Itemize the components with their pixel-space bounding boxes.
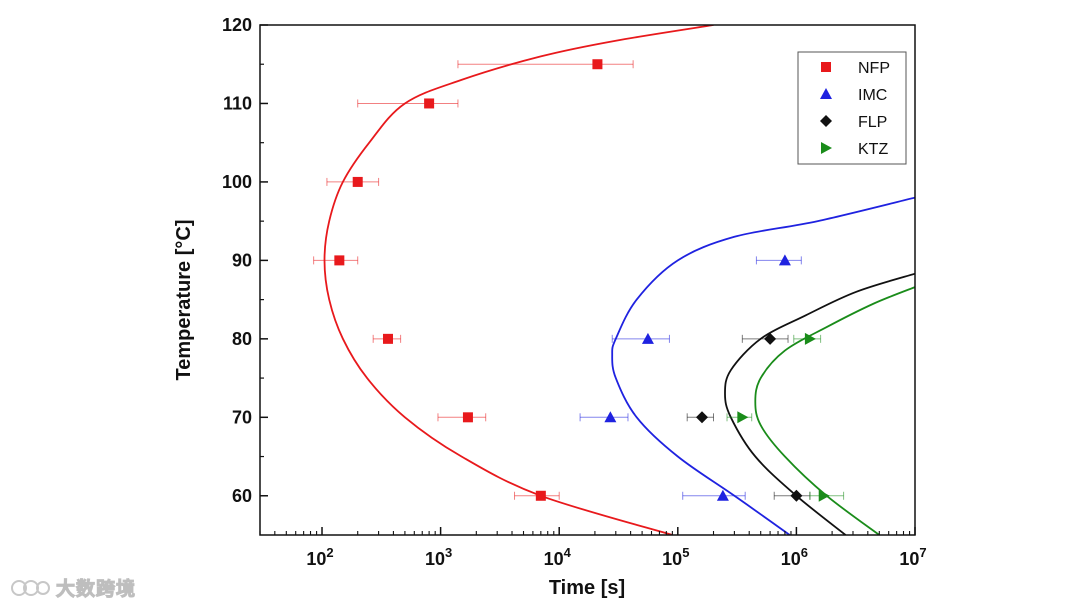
x-tick-label: 102 [306, 545, 333, 569]
data-point-imc [716, 489, 729, 501]
x-tick-label: 103 [425, 545, 452, 569]
data-point-nfp [424, 98, 435, 109]
data-point-nfp [535, 490, 546, 501]
fit-curves [323, 25, 915, 535]
y-tick-label: 110 [223, 93, 252, 113]
data-point-imc [604, 411, 617, 423]
data-point-flp [696, 411, 709, 424]
data-point-imc [778, 254, 791, 266]
plot-frame [259, 24, 916, 536]
error-bars [313, 60, 845, 500]
data-markers [334, 59, 830, 502]
y-tick-label: 80 [232, 329, 252, 349]
y-tick-label: 60 [232, 486, 252, 506]
data-point-flp [790, 489, 803, 502]
data-point-ktz [818, 489, 830, 502]
y-tick-label: 120 [222, 15, 252, 35]
legend-marker-flp [820, 115, 832, 127]
data-point-nfp [352, 176, 363, 187]
fit-curve-flp [724, 272, 915, 535]
x-axis: 102 103 104 105 106 107 [259, 527, 927, 569]
x-tick-label: 105 [662, 545, 689, 569]
fit-curve-nfp [323, 25, 714, 535]
legend-box [797, 51, 907, 165]
y-tick-label: 90 [232, 250, 252, 270]
data-point-flp [764, 332, 777, 345]
data-point-nfp [592, 59, 603, 70]
legend-marker-nfp [821, 62, 831, 72]
legend-label-imc: IMC [858, 87, 887, 104]
y-tick-label: 70 [232, 407, 252, 427]
legend-label-flp: FLP [858, 114, 887, 131]
y-axis-title: Temperature [°C] [173, 220, 195, 381]
legend-marker-ktz [821, 142, 832, 154]
x-tick-label: 104 [544, 545, 572, 569]
y-tick-label: 100 [222, 172, 252, 192]
fit-curve-imc [611, 196, 915, 535]
legend-label-nfp: NFP [858, 60, 890, 77]
data-point-imc [641, 332, 654, 344]
watermark-logo-icon [11, 580, 50, 596]
x-tick-label: 106 [781, 545, 808, 569]
legend: NFP IMC FLP KTZ [797, 51, 907, 165]
watermark-text: 大数跨境 [55, 577, 137, 600]
x-axis-title: Time [s] [549, 577, 625, 599]
legend-label-ktz: KTZ [858, 141, 888, 158]
data-point-nfp [382, 333, 393, 344]
fit-curve-ktz [754, 286, 915, 535]
data-point-ktz [804, 332, 816, 345]
y-axis: 60 70 80 90 100 110 120 [222, 15, 268, 506]
x-tick-label: 107 [899, 545, 926, 569]
data-point-nfp [462, 412, 473, 423]
watermark: 大数跨境 [10, 572, 136, 602]
data-point-nfp [334, 255, 345, 266]
data-point-ktz [737, 411, 749, 424]
legend-marker-imc [820, 88, 832, 99]
